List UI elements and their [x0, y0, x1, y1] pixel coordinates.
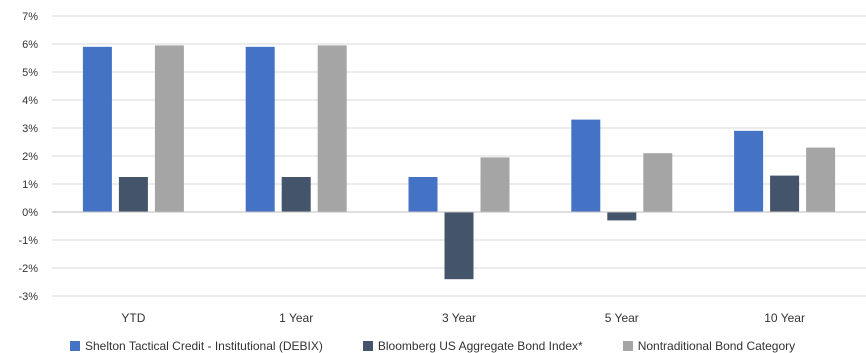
y-tick-label: 5% — [22, 67, 38, 79]
y-tick-label: -2% — [18, 263, 38, 275]
legend-item-debix: Shelton Tactical Credit - Institutional … — [70, 339, 323, 353]
legend-swatch-bloomberg — [362, 340, 373, 351]
legend-swatch-nontraditional — [622, 340, 633, 351]
bar-5-year-series-2 — [607, 212, 637, 221]
legend-item-nontraditional: Nontraditional Bond Category — [622, 338, 796, 353]
bar-ytd-series-3 — [154, 45, 184, 213]
x-tick-label-1-year: 1 Year — [279, 311, 313, 325]
x-tick-label-10-year: 10 Year — [764, 311, 805, 325]
x-tick-label-ytd: YTD — [121, 311, 145, 325]
bar-10-year-series-3 — [806, 147, 836, 212]
legend-label-debix: Shelton Tactical Credit - Institutional … — [85, 338, 323, 353]
legend-label-nontraditional: Nontraditional Bond Category — [637, 338, 796, 353]
legend-item-bloomberg: Bloomberg US Aggregate Bond Index* — [362, 338, 583, 353]
y-tick-label: 3% — [22, 123, 38, 135]
bar-3-year-series-2 — [444, 212, 474, 280]
x-tick-label-3-year: 3 Year — [442, 311, 476, 325]
x-tick-label-5-year: 5 Year — [605, 311, 639, 325]
gridlines — [52, 15, 866, 297]
y-tick-label: 7% — [22, 11, 38, 23]
legend-swatch-debix — [70, 340, 80, 351]
bar-5-year-series-1 — [571, 119, 601, 212]
y-tick-label: -3% — [18, 291, 38, 303]
y-tick-label: 2% — [22, 151, 38, 163]
legend-label-bloomberg: Bloomberg US Aggregate Bond Index* — [377, 338, 583, 353]
bar-3-year-series-3 — [480, 157, 510, 212]
x-axis-category-labels: YTD 1 Year 3 Year 5 Year 10 Year — [121, 311, 805, 325]
y-tick-label: 4% — [22, 95, 38, 107]
bar-1-year-series-2 — [281, 177, 311, 212]
bar-3-year-series-1 — [408, 177, 438, 212]
y-tick-label: 6% — [22, 39, 38, 51]
bar-10-year-series-2 — [770, 175, 800, 212]
bar-10-year-series-1 — [734, 130, 764, 212]
bar-1-year-series-1 — [245, 46, 275, 212]
bars — [82, 45, 836, 280]
bar-ytd-series-1 — [82, 46, 112, 212]
y-tick-label: -1% — [18, 235, 38, 247]
bar-1-year-series-3 — [317, 45, 347, 213]
legend: Shelton Tactical Credit - Institutional … — [70, 338, 795, 353]
y-tick-label: 0% — [22, 207, 38, 219]
bar-ytd-series-2 — [118, 177, 148, 212]
bar-5-year-series-3 — [643, 153, 673, 212]
y-tick-label: 1% — [22, 179, 38, 191]
y-axis-tick-labels: -3% -2% -1% 0% 1% 2% 3% 4% 5% 6% 7% — [18, 11, 38, 303]
